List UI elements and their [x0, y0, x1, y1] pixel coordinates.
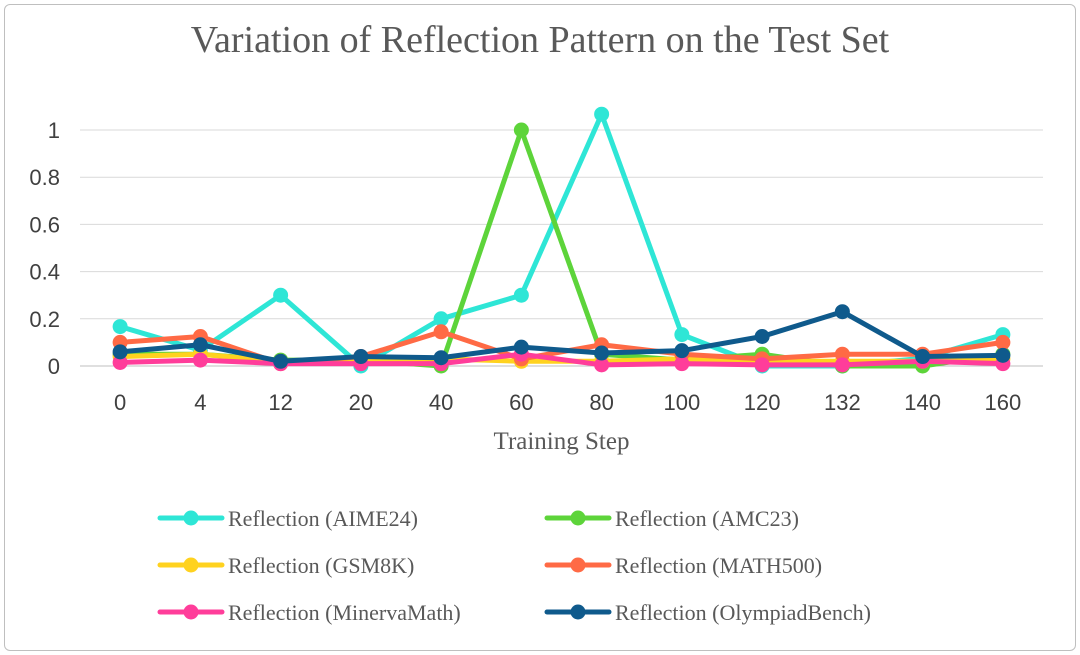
x-tick-label: 100 — [664, 390, 701, 415]
data-point — [273, 353, 289, 369]
legend-label: Reflection (MinervaMath) — [228, 600, 461, 625]
y-tick-label: 0.2 — [29, 307, 60, 332]
x-tick-label: 132 — [824, 390, 861, 415]
legend-item: Reflection (OlympiadBench) — [544, 600, 871, 625]
data-point — [433, 324, 449, 340]
series-line — [117, 127, 1006, 369]
data-point — [674, 343, 690, 359]
x-tick-label: 140 — [904, 390, 941, 415]
data-point — [834, 357, 850, 373]
x-tick-label: 40 — [429, 390, 453, 415]
y-tick-label: 1 — [48, 118, 60, 143]
legend-item: Reflection (GSM8K) — [157, 553, 414, 578]
data-point — [594, 357, 610, 373]
y-tick-labels: 0 0.2 0.4 0.6 0.8 1 — [29, 118, 60, 379]
x-tick-label: 120 — [744, 390, 781, 415]
legend-label: Reflection (MATH500) — [615, 553, 822, 578]
legend-item: Reflection (AIME24) — [157, 506, 418, 531]
legend-item: Reflection (MinervaMath) — [157, 600, 461, 625]
data-point — [834, 346, 850, 362]
series-layer — [112, 106, 1011, 374]
x-tick-label: 0 — [114, 390, 126, 415]
legend-swatch-marker — [570, 510, 586, 526]
grid-layer — [80, 129, 1043, 367]
x-tick-label: 4 — [194, 390, 206, 415]
x-tick-label: 12 — [268, 390, 292, 415]
legend-swatch-marker — [183, 510, 199, 526]
data-point — [754, 357, 770, 373]
data-point — [192, 337, 208, 353]
x-axis-label: Training Step — [494, 428, 630, 455]
data-point — [112, 319, 128, 335]
data-point — [834, 304, 850, 320]
chart-title: Variation of Reflection Pattern on the T… — [190, 19, 890, 61]
data-point — [995, 347, 1011, 363]
x-tick-labels: 0 4 12 20 40 60 80 100 120 132 140 160 — [114, 390, 1021, 415]
legend-label: Reflection (AMC23) — [615, 506, 799, 531]
data-point — [594, 345, 610, 361]
data-point — [513, 287, 529, 303]
legend-swatch-marker — [183, 557, 199, 573]
legend-swatch-marker — [570, 557, 586, 573]
data-point — [754, 329, 770, 344]
data-point — [353, 349, 369, 365]
series-line — [117, 309, 1006, 364]
chart-frame — [4, 4, 1076, 651]
legend-swatch-marker — [570, 604, 586, 620]
series-reflection-olympiadbench — [112, 304, 1011, 369]
data-point — [513, 339, 529, 355]
data-point — [995, 334, 1011, 350]
data-point — [674, 327, 690, 343]
data-point — [112, 344, 128, 360]
x-tick-label: 20 — [349, 390, 373, 415]
legend-item: Reflection (MATH500) — [544, 553, 822, 578]
series-reflection-amc23 — [112, 122, 1011, 374]
data-point — [433, 350, 449, 366]
data-point — [192, 352, 208, 368]
x-tick-label: 80 — [589, 390, 613, 415]
x-tick-label: 60 — [509, 390, 533, 415]
data-point — [273, 287, 289, 303]
legend-item: Reflection (AMC23) — [544, 506, 799, 531]
y-tick-label: 0.4 — [29, 260, 60, 285]
data-point — [594, 106, 610, 122]
legend-label: Reflection (AIME24) — [228, 506, 418, 531]
y-tick-label: 0 — [48, 354, 60, 379]
legend-label: Reflection (OlympiadBench) — [615, 600, 871, 625]
legend-swatch-marker — [183, 604, 199, 620]
series-line — [117, 351, 1006, 368]
data-point — [915, 349, 931, 365]
y-tick-label: 0.8 — [29, 165, 60, 190]
data-point — [674, 356, 690, 372]
data-point — [433, 311, 449, 327]
data-point — [112, 354, 128, 370]
legend: Reflection (AIME24) Reflection (AMC23) Ref… — [157, 506, 871, 625]
x-tick-label: 160 — [985, 390, 1022, 415]
legend-label: Reflection (GSM8K) — [228, 553, 414, 578]
data-point — [513, 122, 529, 138]
y-tick-label: 0.6 — [29, 212, 60, 237]
